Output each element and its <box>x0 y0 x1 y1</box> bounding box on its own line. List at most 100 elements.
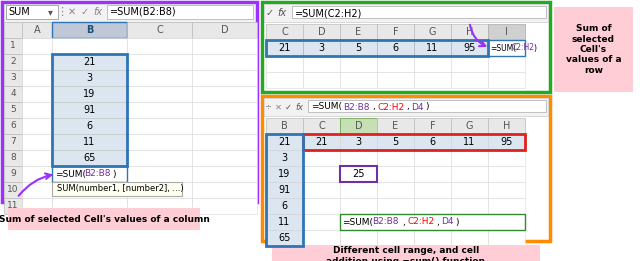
Bar <box>266 198 303 214</box>
Bar <box>192 70 257 86</box>
Bar <box>303 134 340 150</box>
Bar <box>127 198 192 214</box>
Bar <box>377 40 414 56</box>
Text: SUM: SUM <box>8 7 29 17</box>
Text: B2:B8: B2:B8 <box>343 103 369 111</box>
Bar <box>340 182 377 198</box>
Text: fx: fx <box>93 7 102 17</box>
Text: ÷: ÷ <box>264 103 271 111</box>
Bar <box>303 134 525 150</box>
Bar <box>414 118 451 134</box>
Text: 1: 1 <box>10 41 16 50</box>
Text: ✓: ✓ <box>285 103 291 111</box>
Text: 6: 6 <box>86 121 93 131</box>
Text: B: B <box>86 25 93 35</box>
Bar <box>8 208 200 230</box>
Bar <box>192 182 257 198</box>
Bar <box>52 134 127 150</box>
Text: 21: 21 <box>83 57 96 67</box>
Bar <box>4 198 22 214</box>
Bar <box>4 70 22 86</box>
Bar <box>264 98 548 116</box>
Bar <box>2 2 257 202</box>
Text: G: G <box>466 121 473 131</box>
Text: =SUM(C2:H2): =SUM(C2:H2) <box>295 8 362 18</box>
Bar <box>52 150 127 166</box>
Bar <box>488 150 525 166</box>
Bar <box>22 86 52 102</box>
Bar <box>451 118 488 134</box>
Text: 21: 21 <box>278 43 291 53</box>
Text: 8: 8 <box>10 153 16 163</box>
Text: ): ) <box>455 217 458 227</box>
Text: 3: 3 <box>282 153 287 163</box>
Bar <box>262 96 550 241</box>
Text: =SUM(: =SUM( <box>342 217 373 227</box>
Bar <box>127 134 192 150</box>
Bar <box>488 230 525 246</box>
Bar <box>266 214 303 230</box>
Bar <box>52 198 127 214</box>
Text: ,: , <box>436 217 439 227</box>
Text: C: C <box>281 27 288 37</box>
Bar <box>127 166 192 182</box>
Bar <box>377 198 414 214</box>
Bar <box>451 182 488 198</box>
Bar <box>52 118 127 134</box>
Bar <box>4 4 255 22</box>
Bar <box>303 166 340 182</box>
Bar <box>451 56 488 72</box>
Text: D4: D4 <box>441 217 454 227</box>
Bar <box>4 182 22 198</box>
Bar <box>52 38 127 54</box>
Bar <box>4 86 22 102</box>
Bar <box>414 40 451 56</box>
Bar <box>266 230 303 246</box>
Bar <box>266 166 303 182</box>
Bar <box>303 230 340 246</box>
Bar <box>22 198 52 214</box>
Text: 5: 5 <box>10 105 16 115</box>
Text: ): ) <box>533 44 536 52</box>
Bar <box>107 5 253 19</box>
Text: D4: D4 <box>411 103 424 111</box>
Text: ,: , <box>406 103 409 111</box>
Bar <box>303 182 340 198</box>
Text: 19: 19 <box>278 169 291 179</box>
Bar <box>52 70 127 86</box>
Text: 3: 3 <box>86 73 93 83</box>
Text: Different cell range, and cell
addition using =sum() function: Different cell range, and cell addition … <box>326 246 486 261</box>
Text: 95: 95 <box>463 43 476 53</box>
Bar <box>266 40 303 56</box>
Bar <box>192 102 257 118</box>
Bar <box>266 134 303 150</box>
Text: 11: 11 <box>463 137 476 147</box>
Bar <box>192 22 257 38</box>
Bar <box>451 198 488 214</box>
Text: 11: 11 <box>278 217 291 227</box>
Bar <box>340 150 377 166</box>
Text: C2:H2: C2:H2 <box>512 44 535 52</box>
Text: 21: 21 <box>278 137 291 147</box>
Bar <box>377 134 414 150</box>
Bar <box>340 118 377 134</box>
Bar <box>414 134 451 150</box>
Bar <box>266 150 303 166</box>
Bar <box>451 72 488 88</box>
Bar <box>340 230 377 246</box>
Bar <box>451 230 488 246</box>
Text: 6: 6 <box>282 201 287 211</box>
Bar <box>52 54 127 166</box>
Bar <box>22 134 52 150</box>
Text: 3: 3 <box>319 43 324 53</box>
Bar <box>414 72 451 88</box>
Text: C2:H2: C2:H2 <box>407 217 434 227</box>
Bar <box>127 22 192 38</box>
Text: C: C <box>318 121 325 131</box>
Bar <box>340 214 525 230</box>
Bar <box>303 198 340 214</box>
Bar <box>4 22 22 38</box>
Text: F: F <box>393 27 398 37</box>
Text: 3: 3 <box>10 74 16 82</box>
Bar <box>451 134 488 150</box>
